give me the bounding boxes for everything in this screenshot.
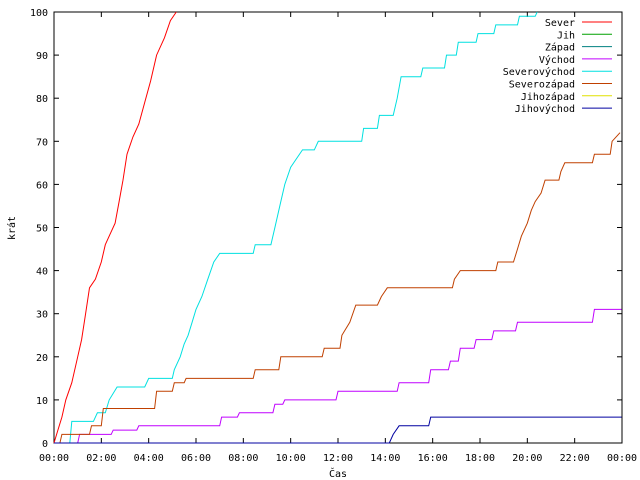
axis-ticks: 0 10 20 30 40 50 60 70 80 90 100 00:00 02:00 04:00 06:… bbox=[30, 8, 637, 464]
series-lines bbox=[53, 11, 622, 444]
y-tick-label: 0 bbox=[42, 439, 48, 450]
legend-label: Sever bbox=[545, 18, 575, 29]
y-tick-label: 100 bbox=[30, 8, 48, 19]
y-tick-label: 40 bbox=[36, 267, 48, 278]
x-tick-label: 02:00 bbox=[86, 453, 116, 464]
x-tick-label: 12:00 bbox=[323, 453, 353, 464]
legend-label: Východ bbox=[539, 54, 575, 66]
y-tick-label: 20 bbox=[36, 353, 48, 364]
y-tick-label: 10 bbox=[36, 396, 48, 407]
series-line bbox=[54, 416, 622, 444]
x-tick-label: 00:00 bbox=[39, 453, 69, 464]
x-tick-label: 00:00 bbox=[607, 453, 637, 464]
series-line bbox=[54, 308, 622, 444]
y-tick-label: 90 bbox=[36, 51, 48, 62]
series-line bbox=[54, 11, 538, 444]
series-line bbox=[54, 132, 621, 444]
y-tick-label: 30 bbox=[36, 310, 48, 321]
x-tick-label: 06:00 bbox=[181, 453, 211, 464]
x-tick-label: 10:00 bbox=[276, 453, 306, 464]
y-tick-label: 50 bbox=[36, 224, 48, 235]
legend-label: Severovýchod bbox=[503, 66, 575, 78]
y-tick-label: 70 bbox=[36, 137, 48, 148]
legend: SeverJihZápadVýchodSeverovýchodSeverozáp… bbox=[503, 18, 612, 115]
y-tick-label: 60 bbox=[36, 180, 48, 191]
x-tick-label: 18:00 bbox=[465, 453, 495, 464]
legend-label: Západ bbox=[545, 42, 575, 54]
x-tick-label: 14:00 bbox=[370, 453, 400, 464]
x-tick-label: 04:00 bbox=[134, 453, 164, 464]
legend-label: Jihozápad bbox=[521, 91, 575, 103]
series-line bbox=[53, 11, 177, 444]
x-tick-label: 08:00 bbox=[228, 453, 258, 464]
y-tick-label: 80 bbox=[36, 94, 48, 105]
legend-label: Jihovýchod bbox=[515, 103, 575, 115]
y-axis-label: krát bbox=[6, 216, 18, 240]
x-tick-label: 16:00 bbox=[418, 453, 448, 464]
x-tick-label: 22:00 bbox=[560, 453, 590, 464]
legend-label: Severozápad bbox=[509, 79, 575, 91]
x-tick-label: 20:00 bbox=[512, 453, 542, 464]
x-axis-label: Čas bbox=[329, 467, 347, 480]
legend-label: Jih bbox=[557, 30, 575, 41]
